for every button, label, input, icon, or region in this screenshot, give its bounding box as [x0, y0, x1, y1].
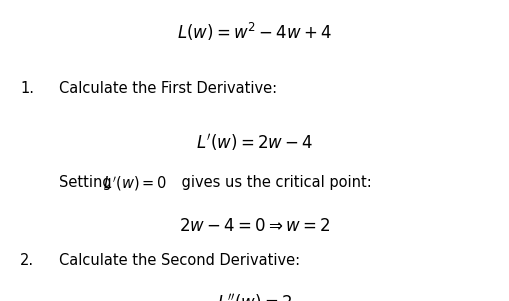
Text: $2w - 4 = 0 \Rightarrow w = 2$: $2w - 4 = 0 \Rightarrow w = 2$: [179, 217, 330, 235]
Text: Calculate the Second Derivative:: Calculate the Second Derivative:: [59, 253, 300, 268]
Text: $L''(w) = 2$: $L''(w) = 2$: [217, 292, 292, 301]
Text: Calculate the First Derivative:: Calculate the First Derivative:: [59, 81, 277, 96]
Text: Setting: Setting: [59, 175, 116, 190]
Text: gives us the critical point:: gives us the critical point:: [177, 175, 372, 190]
Text: $L'(w) = 2w - 4$: $L'(w) = 2w - 4$: [196, 132, 313, 154]
Text: 2.: 2.: [20, 253, 35, 268]
Text: $L'(w) = 0$: $L'(w) = 0$: [103, 175, 167, 193]
Text: 1.: 1.: [20, 81, 35, 96]
Text: $L(w) = w^2 - 4w + 4$: $L(w) = w^2 - 4w + 4$: [177, 21, 332, 43]
